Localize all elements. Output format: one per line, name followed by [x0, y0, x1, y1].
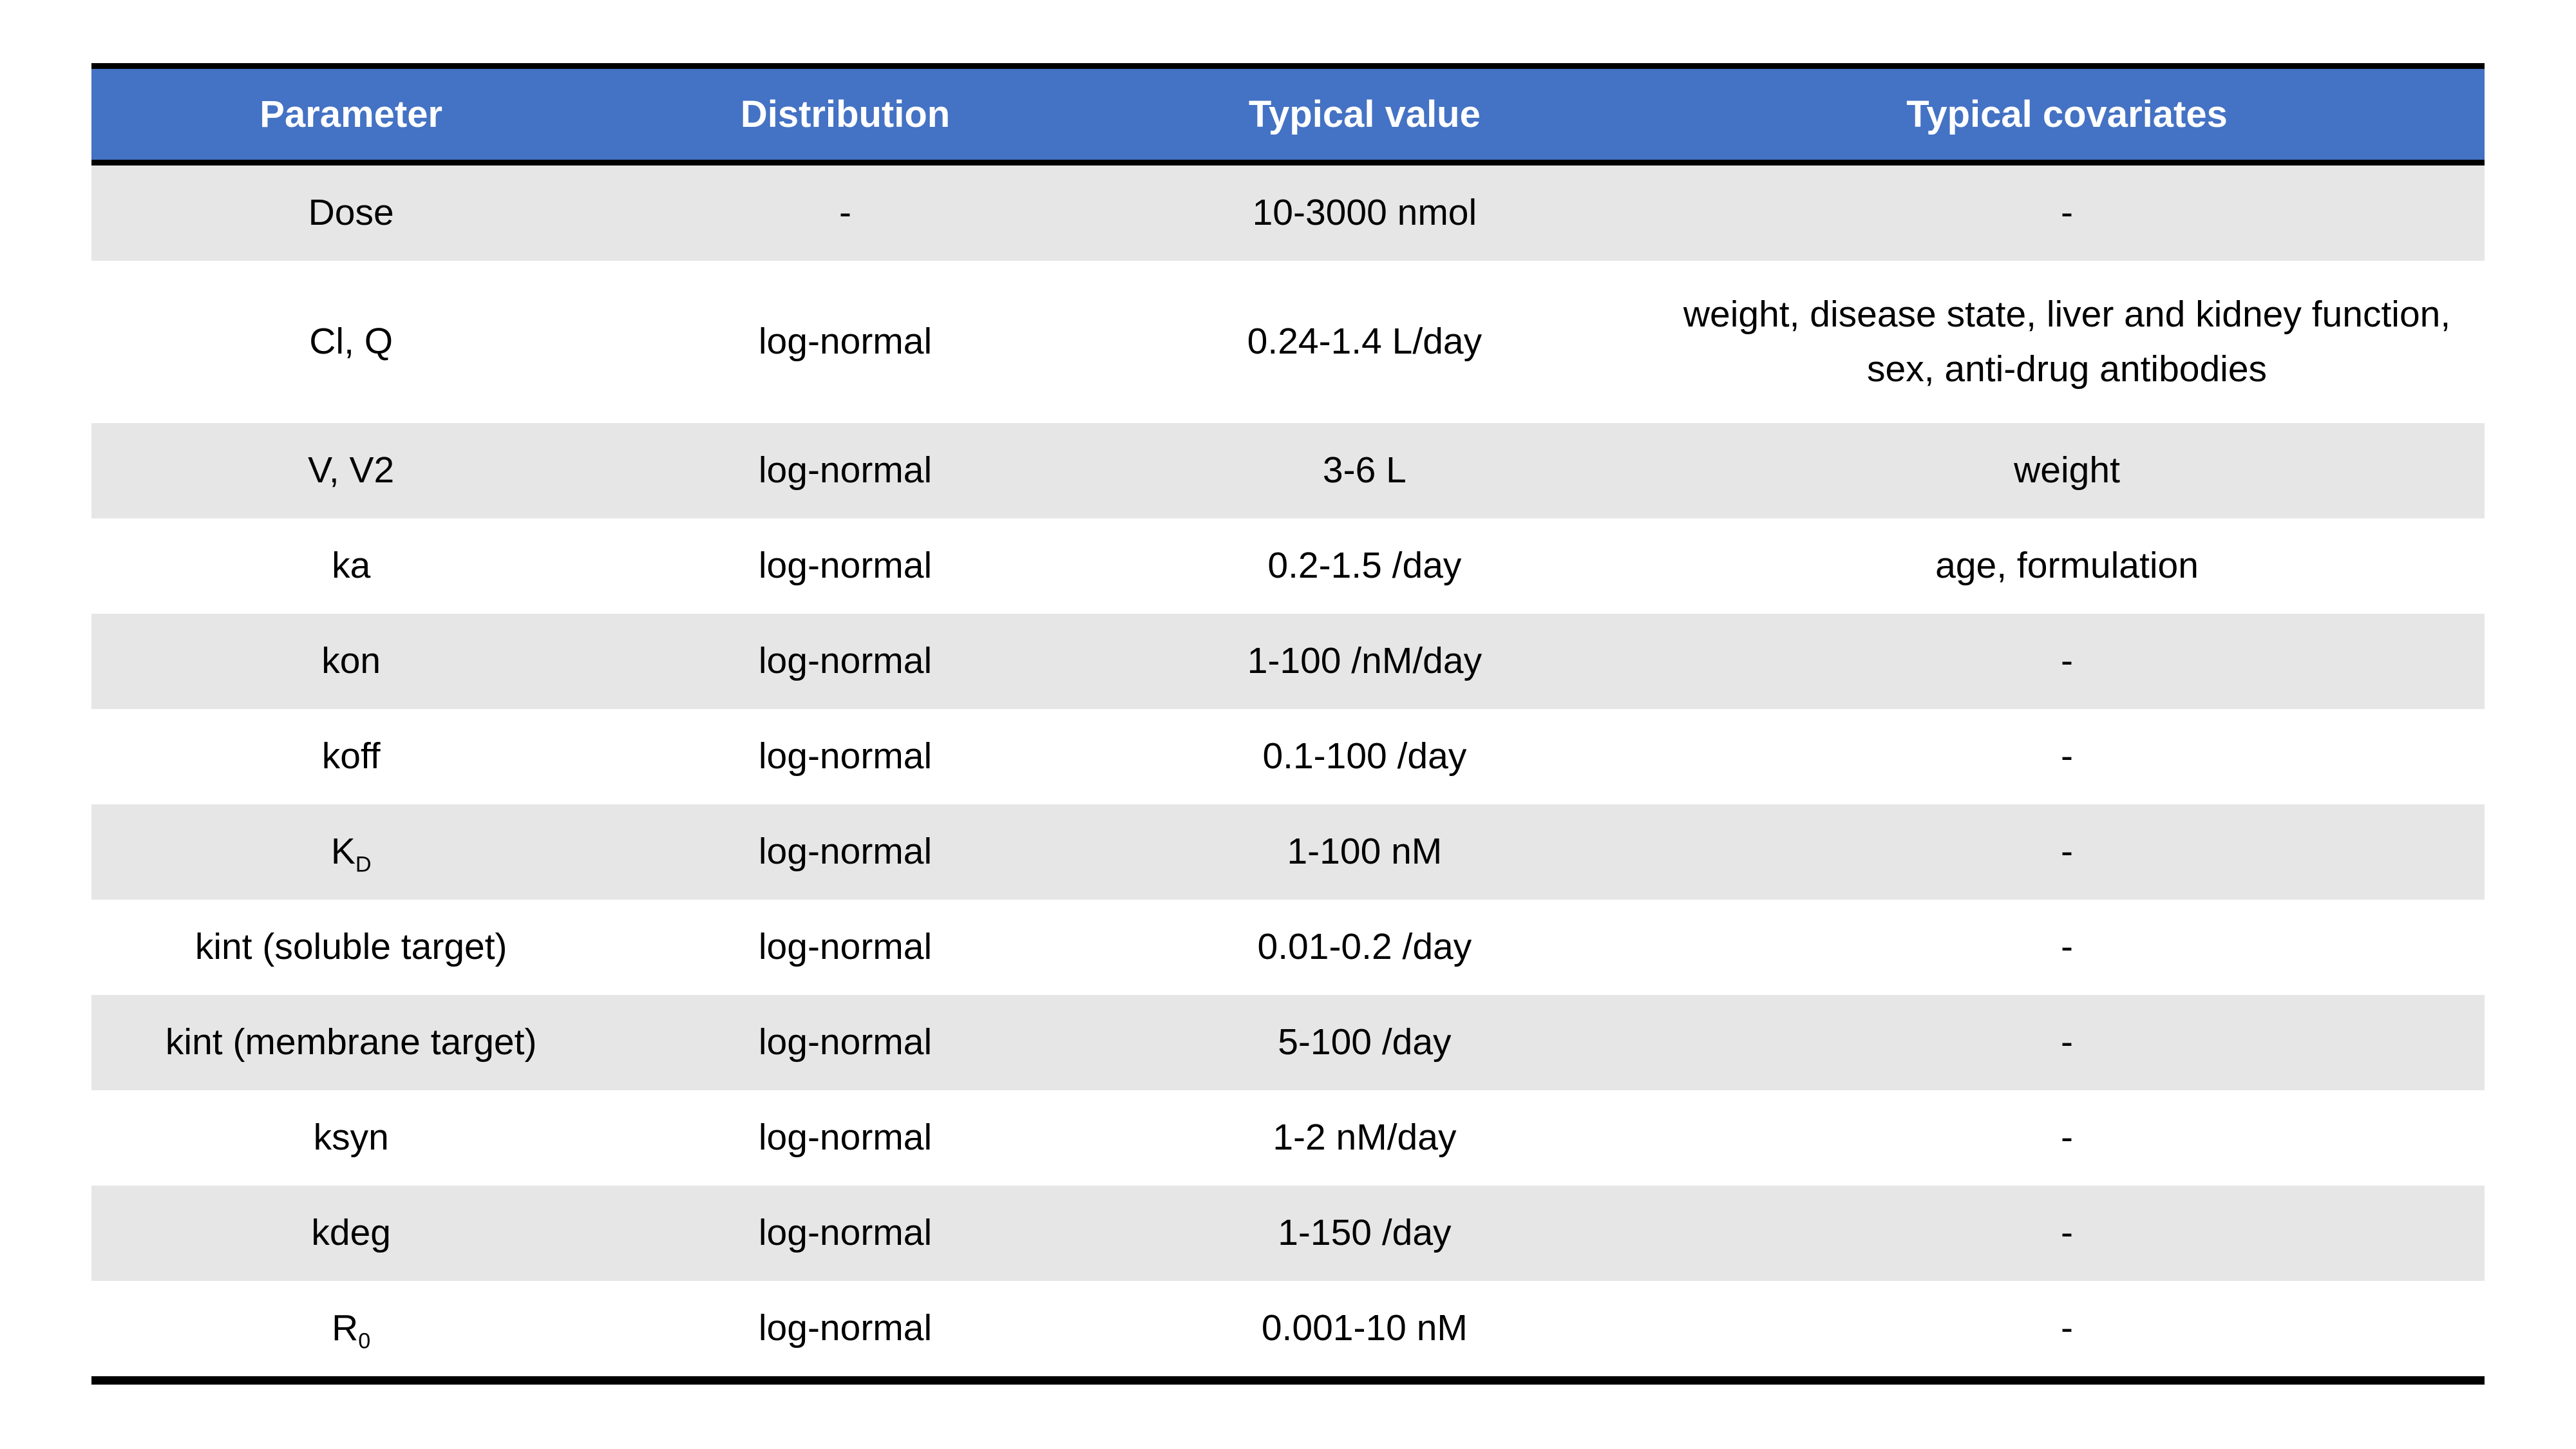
cell-typical-covariates: - — [2061, 1117, 2074, 1159]
table-row: kint (membrane target) log-normal 5-100 … — [91, 995, 2485, 1090]
cell-typical-covariates: - — [2061, 926, 2074, 968]
cell-typical-value: 1-100 nM — [1287, 831, 1443, 873]
header-typical-value: Typical value — [1248, 93, 1481, 135]
cell-parameter: KD — [91, 818, 611, 886]
parameter-text: R — [332, 1307, 359, 1349]
cell-distribution: log-normal — [758, 926, 933, 968]
cell-typical-value: 5-100 /day — [1278, 1021, 1452, 1063]
cell-typical-covariates: - — [2061, 1212, 2074, 1254]
cell-parameter: ka — [91, 532, 611, 600]
table-row: ksyn log-normal 1-2 nM/day - — [91, 1090, 2485, 1186]
table-row: kon log-normal 1-100 /nM/day - — [91, 614, 2485, 709]
cell-typical-covariates: weight, disease state, liver and kidney … — [1683, 293, 2451, 390]
cell-parameter: ksyn — [91, 1104, 611, 1172]
table-row: kdeg log-normal 1-150 /day - — [91, 1186, 2485, 1281]
parameter-text: kint (membrane target) — [165, 1021, 537, 1063]
parameter-text: kdeg — [311, 1212, 391, 1254]
cell-typical-value: 0.2-1.5 /day — [1267, 545, 1462, 587]
cell-parameter: Cl, Q — [91, 308, 611, 376]
cell-typical-covariates: - — [2061, 640, 2074, 682]
cell-typical-value: 0.1-100 /day — [1262, 735, 1467, 777]
parameter-text: kon — [321, 640, 381, 682]
table-header-row: Parameter Distribution Typical value Typ… — [91, 69, 2485, 166]
parameter-text: ksyn — [313, 1117, 389, 1159]
cell-distribution: log-normal — [758, 640, 933, 682]
cell-parameter: V, V2 — [91, 437, 611, 505]
table-body: Dose - 10-3000 nmol - Cl, Q log-normal 0… — [91, 166, 2485, 1376]
cell-typical-value: 1-2 nM/day — [1273, 1117, 1457, 1159]
pk-parameters-table: Parameter Distribution Typical value Typ… — [91, 63, 2485, 1385]
table-row: koff log-normal 0.1-100 /day - — [91, 709, 2485, 804]
header-distribution: Distribution — [740, 93, 951, 135]
cell-parameter: kint (soluble target) — [91, 913, 611, 981]
cell-parameter: kint (membrane target) — [91, 1009, 611, 1077]
cell-parameter: koff — [91, 723, 611, 791]
parameter-text: ka — [332, 545, 371, 587]
cell-parameter: kdeg — [91, 1199, 611, 1267]
table-row: Cl, Q log-normal 0.24-1.4 L/day weight, … — [91, 261, 2485, 423]
parameter-text: Dose — [308, 192, 394, 234]
cell-distribution: log-normal — [758, 321, 933, 363]
parameter-subscript: 0 — [358, 1329, 371, 1354]
parameter-text: V, V2 — [308, 450, 395, 491]
cell-typical-covariates: weight — [2014, 450, 2120, 491]
cell-typical-value: 10-3000 nmol — [1252, 192, 1477, 234]
header-parameter: Parameter — [260, 93, 443, 135]
parameter-text: kint (soluble target) — [194, 926, 507, 968]
cell-parameter: kon — [91, 627, 611, 696]
table-row: R0 log-normal 0.001-10 nM - — [91, 1281, 2485, 1376]
cell-typical-value: 1-150 /day — [1278, 1212, 1452, 1254]
table-row: ka log-normal 0.2-1.5 /day age, formulat… — [91, 518, 2485, 614]
cell-typical-covariates: - — [2061, 735, 2074, 777]
cell-typical-covariates: age, formulation — [1935, 545, 2199, 587]
cell-typical-value: 0.24-1.4 L/day — [1247, 321, 1482, 363]
table-row: Dose - 10-3000 nmol - — [91, 166, 2485, 261]
cell-distribution: log-normal — [758, 545, 933, 587]
cell-distribution: log-normal — [758, 1212, 933, 1254]
parameter-text: koff — [321, 735, 381, 777]
cell-distribution: log-normal — [758, 1117, 933, 1159]
cell-distribution: log-normal — [758, 450, 933, 491]
cell-parameter: R0 — [91, 1294, 611, 1363]
cell-typical-value: 3-6 L — [1322, 450, 1406, 491]
cell-distribution: - — [839, 192, 852, 234]
parameter-text: Cl, Q — [309, 321, 393, 363]
table-row: KD log-normal 1-100 nM - — [91, 804, 2485, 900]
cell-typical-value: 1-100 /nM/day — [1247, 640, 1482, 682]
cell-parameter: Dose — [91, 179, 611, 247]
cell-typical-covariates: - — [2061, 1307, 2074, 1349]
cell-distribution: log-normal — [758, 1307, 933, 1349]
cell-distribution: log-normal — [758, 831, 933, 873]
table-row: V, V2 log-normal 3-6 L weight — [91, 423, 2485, 518]
cell-typical-covariates: - — [2061, 192, 2074, 234]
cell-typical-value: 0.001-10 nM — [1261, 1307, 1468, 1349]
parameter-text: K — [330, 831, 355, 873]
cell-typical-covariates: - — [2061, 1021, 2074, 1063]
cell-typical-covariates: - — [2061, 831, 2074, 873]
parameter-subscript: D — [355, 852, 372, 877]
cell-distribution: log-normal — [758, 1021, 933, 1063]
header-typical-covariates: Typical covariates — [1906, 93, 2228, 135]
cell-typical-value: 0.01-0.2 /day — [1257, 926, 1472, 968]
table-row: kint (soluble target) log-normal 0.01-0.… — [91, 900, 2485, 995]
cell-distribution: log-normal — [758, 735, 933, 777]
